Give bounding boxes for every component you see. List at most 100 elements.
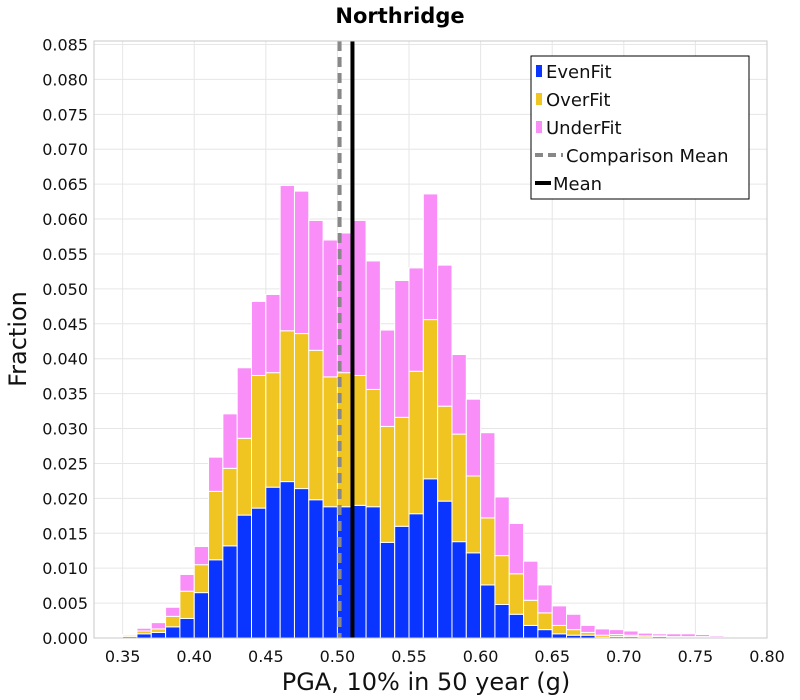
bar-underfit-37 [637,632,653,637]
y-tick-label: 0.015 [42,524,88,543]
bar-overfit-5 [179,590,195,619]
bar-overfit-18 [365,388,381,508]
bar-overfit-14 [308,349,324,501]
bar-evenfit-30 [537,629,553,639]
bar-underfit-34 [594,628,610,636]
bar-evenfit-26 [480,584,496,639]
bar-overfit-23 [437,405,453,502]
bar-underfit-42 [709,635,725,638]
bar-overfit-24 [451,433,467,543]
bar-overfit-7 [208,490,224,561]
bar-underfit-15 [322,239,338,378]
x-tick-label: 0.80 [749,647,785,666]
bar-overfit-11 [265,372,281,488]
x-tick-label: 0.60 [463,647,499,666]
plot-frame [93,40,768,639]
bar-overfit-32 [566,629,582,636]
bar-overfit-10 [251,374,267,509]
bar-underfit-14 [308,219,324,351]
bars [122,185,754,639]
y-tick-label: 0.080 [42,70,88,89]
bar-underfit-33 [580,624,596,633]
y-tick-label: 0.010 [42,559,88,578]
legend: EvenFit OverFit UnderFit Comparison Mean Mea… [530,55,750,200]
bar-overfit-3 [150,628,167,633]
bar-underfit-4 [165,606,181,617]
x-tick-label: 0.40 [176,647,212,666]
bar-underfit-2 [136,627,152,632]
legend-swatch-underfit [536,121,542,133]
mean-lines [337,41,355,638]
bar-overfit-8 [222,467,238,547]
bar-evenfit-23 [437,500,453,639]
bar-evenfit-27 [494,603,510,639]
y-tick-label: 0.020 [42,489,88,508]
legend-swatch-evenfit [536,65,542,77]
bar-underfit-31 [551,605,568,626]
bar-underfit-20 [394,279,410,418]
x-tick-label: 0.45 [248,647,284,666]
bar-overfit-20 [394,416,410,527]
bar-underfit-43 [723,636,739,638]
bar-overfit-13 [293,333,310,490]
bar-underfit-36 [623,630,639,636]
bar-underfit-9 [236,367,253,439]
x-axis-title: PGA, 10% in 50 year (g) [282,668,571,696]
bar-evenfit-24 [451,541,467,639]
bar-underfit-35 [608,629,625,636]
y-tick-label: 0.000 [42,629,88,648]
y-tick-label: 0.035 [42,385,88,404]
bar-underfit-22 [422,193,439,321]
bar-underfit-30 [537,584,553,614]
bar-underfit-12 [279,185,295,332]
bar-overfit-28 [508,573,525,615]
bar-evenfit-21 [408,513,424,639]
bar-underfit-25 [465,398,482,477]
x-tick-label: 0.70 [606,647,642,666]
bar-evenfit-10 [251,507,267,639]
bar-evenfit-9 [236,514,253,639]
bar-evenfit-28 [508,613,525,639]
bar-underfit-29 [523,560,539,601]
bar-overfit-30 [537,612,553,631]
bar-overfit-15 [322,376,338,508]
bar-overfit-6 [193,564,210,594]
legend-label-mean: Mean [553,174,602,195]
x-tick-label: 0.50 [320,647,356,666]
bar-underfit-32 [566,613,582,631]
bar-underfit-13 [293,190,310,335]
y-tick-label: 0.030 [42,420,88,439]
bar-underfit-41 [694,634,711,638]
y-tick-label: 0.075 [42,105,88,124]
bar-overfit-31 [551,624,568,635]
y-tick-label: 0.060 [42,210,88,229]
y-axis-title: Fraction [4,291,32,387]
bar-underfit-23 [437,264,453,407]
bar-underfit-11 [265,293,281,374]
bar-underfit-24 [451,354,467,435]
chart-title: Northridge [335,4,464,28]
bar-underfit-10 [251,300,267,376]
y-tick-label: 0.055 [42,245,88,264]
y-tick-label: 0.050 [42,280,88,299]
bar-evenfit-4 [165,626,181,639]
x-tick-label: 0.75 [678,647,714,666]
y-tick-label: 0.085 [42,35,88,54]
legend-label-comparison-mean: Comparison Mean [566,146,729,167]
bar-underfit-18 [365,260,381,390]
bar-underfit-8 [222,413,238,469]
bar-evenfit-14 [308,499,324,639]
bar-evenfit-18 [365,506,381,639]
bar-overfit-26 [480,517,496,586]
bar-overfit-25 [465,475,482,554]
bar-evenfit-20 [394,525,410,639]
bar-overfit-4 [165,615,181,628]
bar-evenfit-13 [293,488,310,639]
bar-underfit-1 [122,634,138,636]
legend-box [530,55,750,200]
bar-underfit-6 [193,546,210,566]
y-tick-label: 0.005 [42,594,88,613]
bar-underfit-27 [494,496,510,557]
bar-evenfit-12 [279,481,295,639]
